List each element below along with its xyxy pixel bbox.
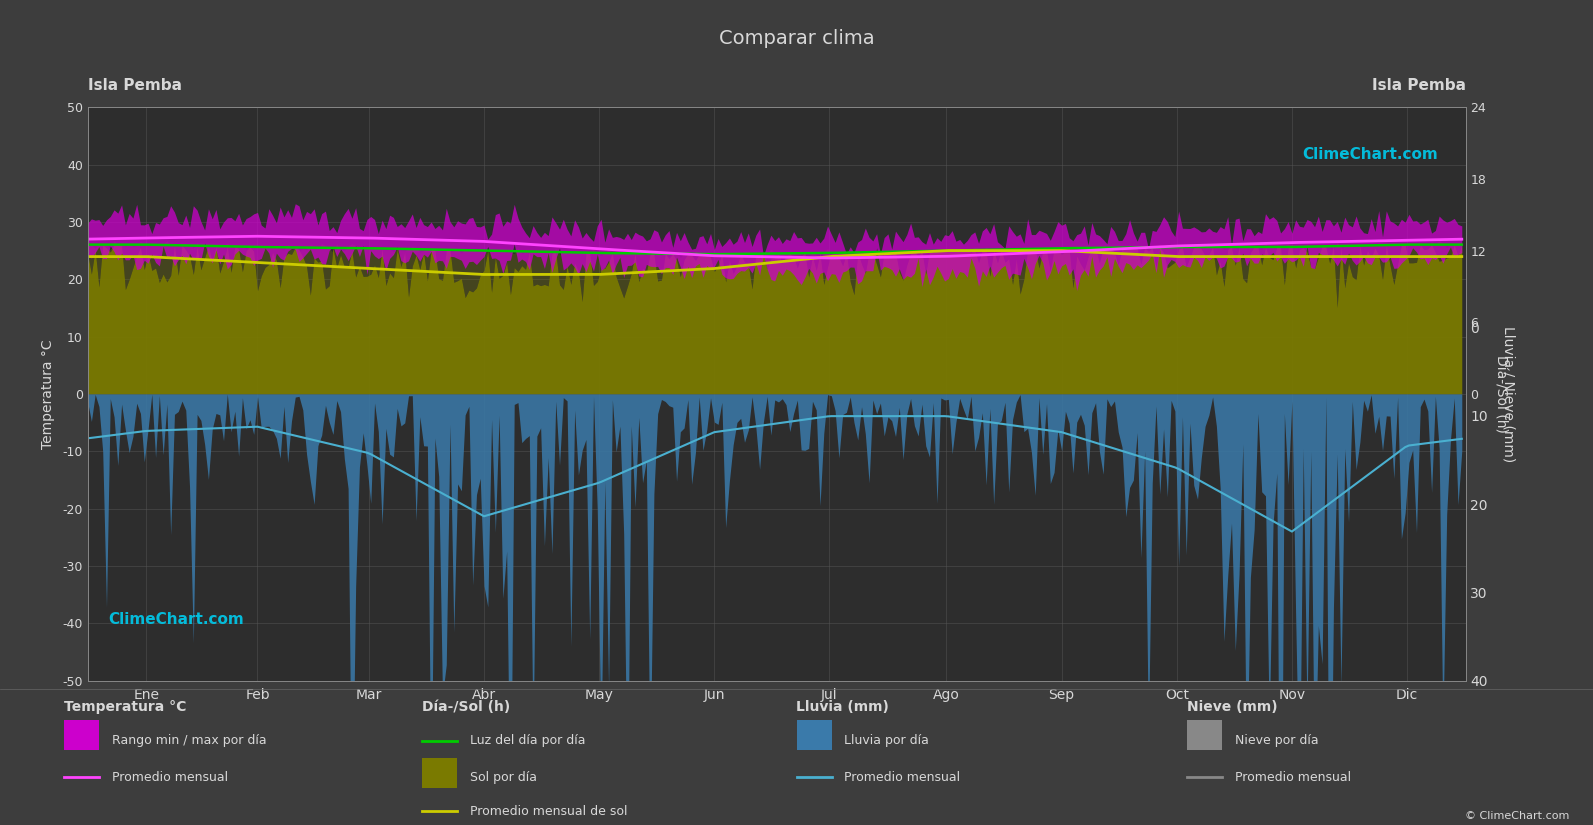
Text: Rango min / max por día: Rango min / max por día — [112, 734, 266, 747]
Y-axis label: Lluvia / Nieve (mm): Lluvia / Nieve (mm) — [1502, 326, 1517, 462]
Text: Luz del día por día: Luz del día por día — [470, 734, 586, 747]
Y-axis label: Día-/Sol (h): Día-/Sol (h) — [1493, 355, 1507, 433]
Text: Lluvia por día: Lluvia por día — [844, 734, 929, 747]
Text: ClimeChart.com: ClimeChart.com — [108, 612, 244, 627]
Text: ClimeChart.com: ClimeChart.com — [1301, 148, 1438, 163]
Text: Lluvia (mm): Lluvia (mm) — [796, 700, 889, 714]
Text: Nieve (mm): Nieve (mm) — [1187, 700, 1278, 714]
Text: Nieve por día: Nieve por día — [1235, 734, 1317, 747]
Text: Promedio mensual: Promedio mensual — [844, 771, 961, 784]
Y-axis label: Temperatura °C: Temperatura °C — [41, 339, 56, 449]
Text: Promedio mensual: Promedio mensual — [112, 771, 228, 784]
Text: Sol por día: Sol por día — [470, 771, 537, 784]
Text: Isla Pemba: Isla Pemba — [88, 78, 182, 93]
Text: Promedio mensual de sol: Promedio mensual de sol — [470, 805, 628, 818]
Bar — [1187, 720, 1222, 750]
Text: Isla Pemba: Isla Pemba — [1372, 78, 1466, 93]
Bar — [64, 720, 99, 750]
Text: Temperatura °C: Temperatura °C — [64, 700, 186, 714]
Bar — [796, 720, 832, 750]
Text: Promedio mensual: Promedio mensual — [1235, 771, 1351, 784]
Text: © ClimeChart.com: © ClimeChart.com — [1464, 811, 1569, 821]
Bar — [422, 758, 457, 788]
Text: Día-/Sol (h): Día-/Sol (h) — [422, 700, 510, 714]
Text: Comparar clima: Comparar clima — [718, 29, 875, 48]
